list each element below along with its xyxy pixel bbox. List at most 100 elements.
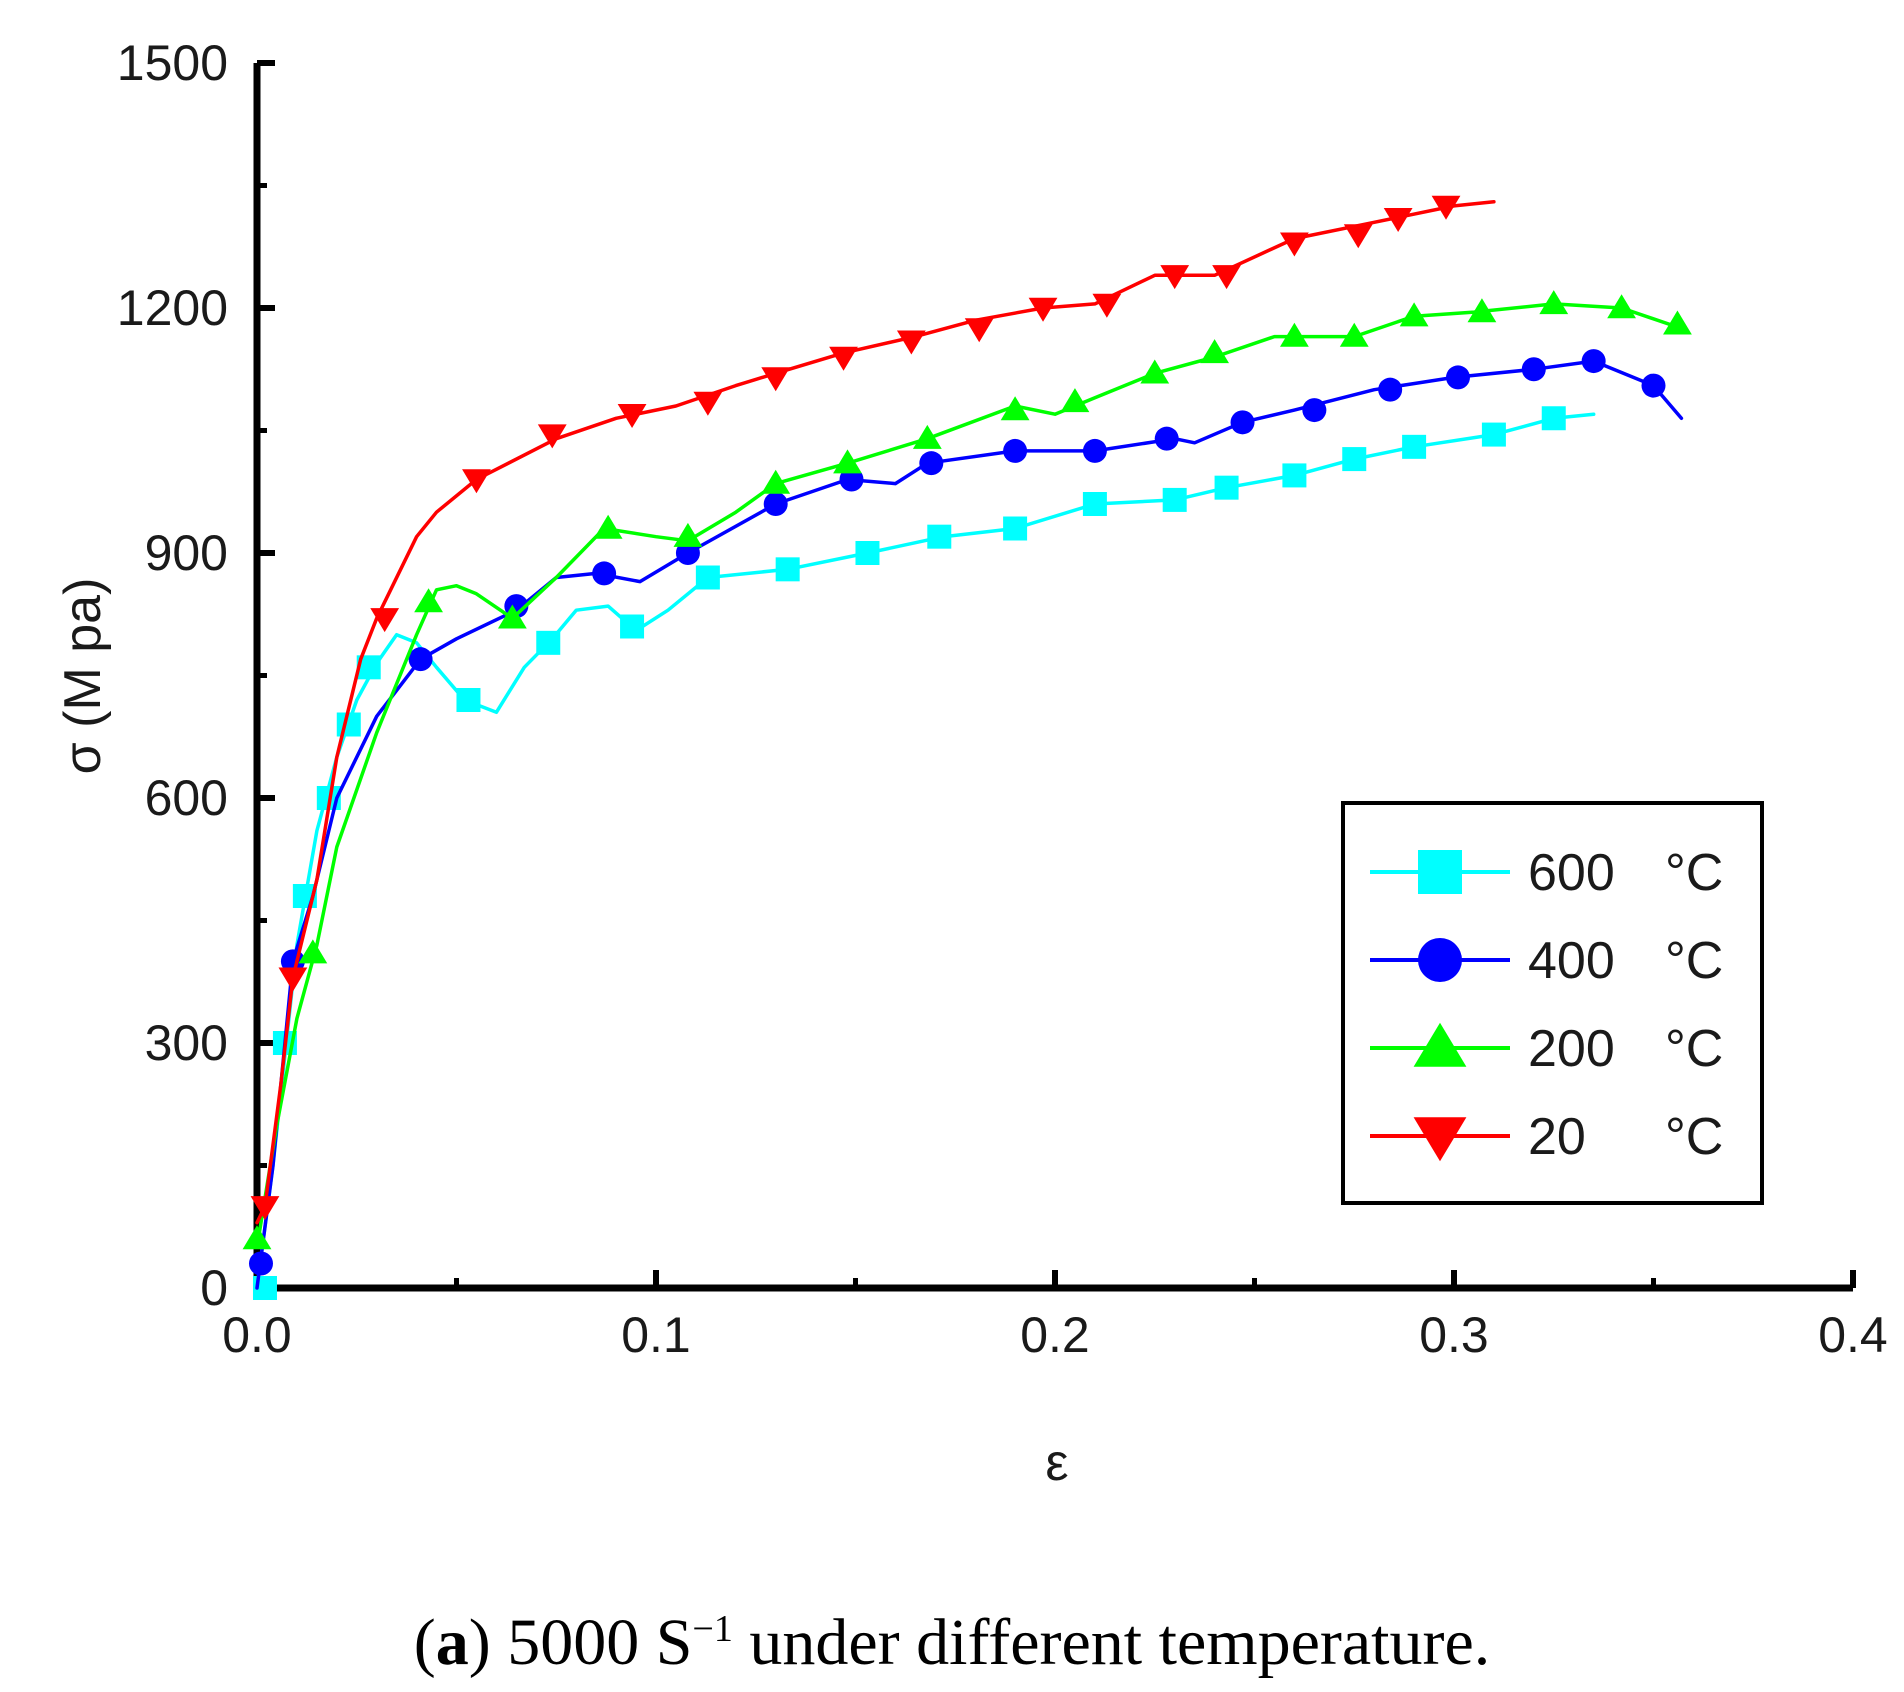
y-tick-label: 300 xyxy=(145,1015,228,1071)
x-tick-label: 0.0 xyxy=(222,1307,292,1363)
caption-label: a xyxy=(435,1606,469,1679)
data-point-20 xyxy=(250,1196,280,1221)
data-point-400 xyxy=(1003,438,1028,463)
legend-unit: °C xyxy=(1665,1108,1723,1166)
data-point-600 xyxy=(1402,434,1427,459)
series-200 xyxy=(242,290,1692,1250)
x-tick-label: 0.3 xyxy=(1419,1307,1489,1363)
y-tick-label: 0 xyxy=(200,1260,228,1316)
data-point-200 xyxy=(1539,290,1569,315)
data-point-20 xyxy=(829,346,858,371)
data-point-200 xyxy=(1060,388,1090,413)
data-point-20 xyxy=(1431,195,1461,220)
y-tick-label: 600 xyxy=(145,770,228,826)
series-600 xyxy=(252,406,1596,1300)
data-point-20 xyxy=(462,469,491,494)
y-tick-label: 900 xyxy=(145,525,228,581)
data-point-20 xyxy=(964,318,994,343)
caption-superscript: −1 xyxy=(692,1608,733,1650)
data-point-20 xyxy=(617,403,647,428)
data-point-400 xyxy=(592,561,617,586)
data-point-200 xyxy=(1663,310,1692,335)
data-point-600 xyxy=(855,541,880,565)
data-point-600 xyxy=(1282,463,1307,488)
data-point-20 xyxy=(370,608,400,633)
caption-text-after: under different temperature. xyxy=(732,1606,1491,1679)
data-point-20 xyxy=(1343,224,1373,249)
legend-entry-200: 200 °C xyxy=(1370,1020,1723,1078)
data-point-600 xyxy=(456,688,481,712)
legend-unit: °C xyxy=(1665,844,1723,902)
data-point-600 xyxy=(1214,475,1239,500)
data-point-600 xyxy=(1082,492,1107,516)
data-point-600 xyxy=(536,630,561,655)
data-point-20 xyxy=(278,967,308,992)
data-point-200 xyxy=(1280,322,1309,347)
data-point-200 xyxy=(593,514,623,539)
data-point-200 xyxy=(673,522,703,547)
legend-unit: °C xyxy=(1665,932,1723,990)
legend-marker xyxy=(1418,850,1462,894)
data-point-200 xyxy=(1607,294,1636,319)
data-point-400 xyxy=(1641,373,1666,398)
y-axis-title: σ (M pa) xyxy=(54,578,112,775)
x-tick-label: 0.4 xyxy=(1818,1307,1888,1363)
data-point-400 xyxy=(763,492,788,516)
data-point-20 xyxy=(693,391,723,416)
data-point-400 xyxy=(1581,349,1606,374)
data-point-20 xyxy=(1383,207,1413,232)
data-point-400 xyxy=(1302,398,1327,423)
data-point-600 xyxy=(1003,516,1028,541)
data-point-200 xyxy=(1000,396,1030,421)
data-point-200 xyxy=(497,604,527,629)
data-point-600 xyxy=(1481,422,1506,447)
caption-text-before: 5000 S xyxy=(507,1606,693,1679)
legend-marker xyxy=(1413,1117,1467,1162)
x-tick-label: 0.1 xyxy=(621,1307,691,1363)
data-point-200 xyxy=(1467,298,1497,323)
data-point-20 xyxy=(1028,297,1058,322)
data-point-20 xyxy=(1280,232,1309,257)
data-point-600 xyxy=(695,565,720,590)
legend-entry-20: 20 °C xyxy=(1370,1108,1723,1166)
data-point-600 xyxy=(336,712,361,737)
legend-marker xyxy=(1418,938,1462,982)
data-point-200 xyxy=(414,588,443,613)
data-point-600 xyxy=(1342,447,1367,472)
data-point-600 xyxy=(927,524,952,549)
data-point-20 xyxy=(537,424,567,449)
data-point-400 xyxy=(1230,410,1255,435)
legend-marker xyxy=(1413,1022,1467,1067)
axes: 0.0 0.1 0.2 0.3 0.4 0 300 600 900 1200 1500 ε σ (M p… xyxy=(54,35,1888,1492)
data-point-400 xyxy=(839,467,864,492)
data-point-20 xyxy=(1160,265,1190,290)
data-point-200 xyxy=(1140,359,1170,384)
data-point-600 xyxy=(1162,487,1187,512)
data-point-400 xyxy=(919,451,944,476)
data-point-400 xyxy=(1154,426,1179,451)
data-point-200 xyxy=(1339,322,1369,347)
data-point-400 xyxy=(675,541,700,565)
data-point-200 xyxy=(761,469,791,494)
y-tick-label: 1500 xyxy=(117,35,228,91)
series-layer xyxy=(242,195,1692,1300)
series-20 xyxy=(250,195,1496,1225)
legend-label: 200 xyxy=(1528,1020,1615,1078)
legend-unit: °C xyxy=(1665,1020,1723,1078)
y-tick-label: 1200 xyxy=(117,280,228,336)
data-point-20 xyxy=(761,367,791,392)
figure-caption: (a) 5000 S−1 under different temperature… xyxy=(413,1606,1491,1679)
data-point-200 xyxy=(242,1225,272,1250)
data-point-400 xyxy=(1082,438,1107,463)
data-point-400 xyxy=(1521,357,1546,382)
data-point-600 xyxy=(620,614,645,639)
data-point-600 xyxy=(1541,406,1566,431)
data-point-400 xyxy=(1378,377,1403,402)
data-point-20 xyxy=(1092,293,1122,318)
legend-label: 400 xyxy=(1528,932,1615,990)
data-point-200 xyxy=(1399,302,1429,327)
data-point-400 xyxy=(408,647,433,672)
legend-entry-400: 400 °C xyxy=(1370,932,1723,990)
data-point-400 xyxy=(248,1251,273,1276)
